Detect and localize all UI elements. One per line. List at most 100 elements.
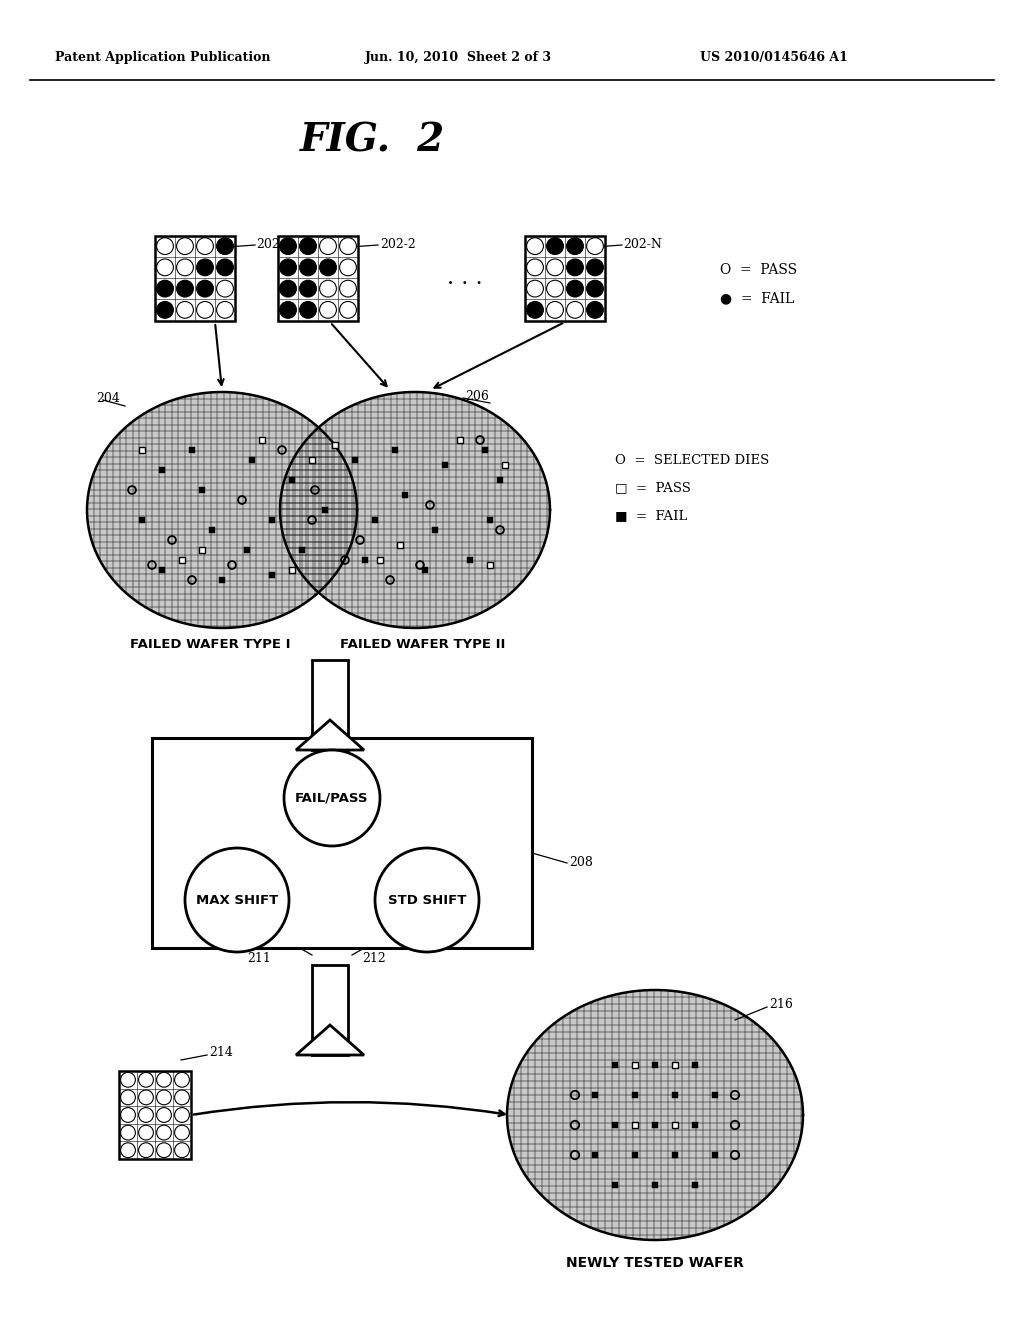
Bar bbox=[278, 235, 358, 321]
Bar bbox=[249, 457, 255, 463]
Circle shape bbox=[121, 1125, 135, 1140]
Bar bbox=[467, 557, 473, 562]
Text: FAIL/PASS: FAIL/PASS bbox=[295, 792, 369, 804]
Circle shape bbox=[121, 1143, 135, 1158]
Text: O  =  PASS: O = PASS bbox=[720, 263, 797, 277]
Bar bbox=[155, 235, 234, 321]
Circle shape bbox=[157, 238, 173, 255]
Circle shape bbox=[587, 238, 603, 255]
Circle shape bbox=[197, 301, 213, 318]
Bar bbox=[632, 1063, 638, 1068]
Text: ■  =  FAIL: ■ = FAIL bbox=[615, 510, 687, 523]
Circle shape bbox=[197, 280, 213, 297]
Circle shape bbox=[280, 280, 296, 297]
Bar bbox=[632, 1152, 638, 1158]
Bar bbox=[245, 548, 250, 553]
Bar bbox=[692, 1181, 698, 1188]
Circle shape bbox=[566, 301, 584, 318]
Bar bbox=[219, 577, 224, 582]
Bar bbox=[498, 478, 503, 483]
Bar bbox=[392, 447, 397, 453]
Bar bbox=[209, 527, 215, 533]
Circle shape bbox=[157, 1090, 171, 1105]
Bar bbox=[482, 447, 487, 453]
Bar bbox=[309, 457, 314, 463]
Text: . . .: . . . bbox=[447, 267, 482, 289]
Circle shape bbox=[138, 1125, 154, 1140]
Text: Jun. 10, 2010  Sheet 2 of 3: Jun. 10, 2010 Sheet 2 of 3 bbox=[365, 51, 552, 65]
Text: O  =  SELECTED DIES: O = SELECTED DIES bbox=[615, 454, 769, 466]
Bar bbox=[612, 1063, 617, 1068]
Bar bbox=[712, 1092, 718, 1098]
Text: 204: 204 bbox=[96, 392, 120, 404]
Circle shape bbox=[566, 259, 584, 276]
Bar bbox=[632, 1122, 638, 1129]
Circle shape bbox=[121, 1090, 135, 1105]
Circle shape bbox=[197, 238, 213, 255]
Text: FAILED WAFER TYPE I: FAILED WAFER TYPE I bbox=[130, 639, 291, 652]
Circle shape bbox=[587, 301, 603, 318]
Circle shape bbox=[526, 238, 544, 255]
Circle shape bbox=[526, 280, 544, 297]
Text: 206: 206 bbox=[465, 389, 488, 403]
Circle shape bbox=[300, 280, 316, 297]
Bar bbox=[200, 548, 205, 553]
Text: MAX SHIFT: MAX SHIFT bbox=[196, 894, 279, 907]
Polygon shape bbox=[507, 990, 803, 1239]
Circle shape bbox=[300, 301, 316, 318]
Circle shape bbox=[175, 1107, 189, 1122]
Bar bbox=[432, 527, 438, 533]
Circle shape bbox=[217, 280, 233, 297]
Circle shape bbox=[138, 1107, 154, 1122]
Circle shape bbox=[157, 259, 173, 276]
Bar bbox=[632, 1092, 638, 1098]
Circle shape bbox=[121, 1072, 135, 1088]
Circle shape bbox=[121, 1107, 135, 1122]
Bar bbox=[712, 1152, 718, 1158]
Bar bbox=[612, 1181, 617, 1188]
Circle shape bbox=[176, 238, 194, 255]
Circle shape bbox=[175, 1090, 189, 1105]
Bar bbox=[652, 1181, 658, 1188]
Circle shape bbox=[176, 301, 194, 318]
Circle shape bbox=[319, 280, 337, 297]
Text: 202-N: 202-N bbox=[623, 238, 662, 251]
Circle shape bbox=[300, 238, 316, 255]
Circle shape bbox=[340, 259, 356, 276]
Text: $P_{MAX}(F/P)$: $P_{MAX}(F/P)$ bbox=[163, 847, 220, 863]
Bar bbox=[289, 478, 295, 483]
Bar bbox=[592, 1152, 598, 1158]
Polygon shape bbox=[87, 392, 357, 628]
Text: NEWLY TESTED WAFER: NEWLY TESTED WAFER bbox=[566, 1257, 744, 1270]
Circle shape bbox=[375, 847, 479, 952]
Bar bbox=[652, 1063, 658, 1068]
Text: FAILED WAFER TYPE II: FAILED WAFER TYPE II bbox=[340, 639, 506, 652]
Bar bbox=[373, 517, 378, 523]
Bar bbox=[179, 557, 184, 562]
Circle shape bbox=[319, 238, 337, 255]
Bar bbox=[422, 568, 428, 573]
Bar bbox=[323, 507, 328, 512]
Text: 214: 214 bbox=[209, 1047, 232, 1060]
Bar bbox=[269, 517, 274, 523]
Bar bbox=[672, 1122, 678, 1129]
Circle shape bbox=[157, 1143, 171, 1158]
Bar bbox=[312, 965, 348, 1055]
Bar bbox=[362, 557, 368, 562]
Circle shape bbox=[566, 238, 584, 255]
Bar bbox=[487, 517, 493, 523]
Circle shape bbox=[175, 1143, 189, 1158]
Circle shape bbox=[547, 238, 563, 255]
Circle shape bbox=[175, 1125, 189, 1140]
Bar bbox=[652, 1122, 658, 1129]
Circle shape bbox=[157, 1107, 171, 1122]
Circle shape bbox=[217, 301, 233, 318]
Bar bbox=[592, 1092, 598, 1098]
Text: □  =  PASS: □ = PASS bbox=[615, 482, 691, 495]
Bar bbox=[692, 1063, 698, 1068]
Bar bbox=[352, 457, 357, 463]
Bar bbox=[442, 462, 447, 467]
Circle shape bbox=[280, 259, 296, 276]
Text: $P_{STD}(F/P)$: $P_{STD}(F/P)$ bbox=[360, 847, 415, 863]
Circle shape bbox=[284, 750, 380, 846]
